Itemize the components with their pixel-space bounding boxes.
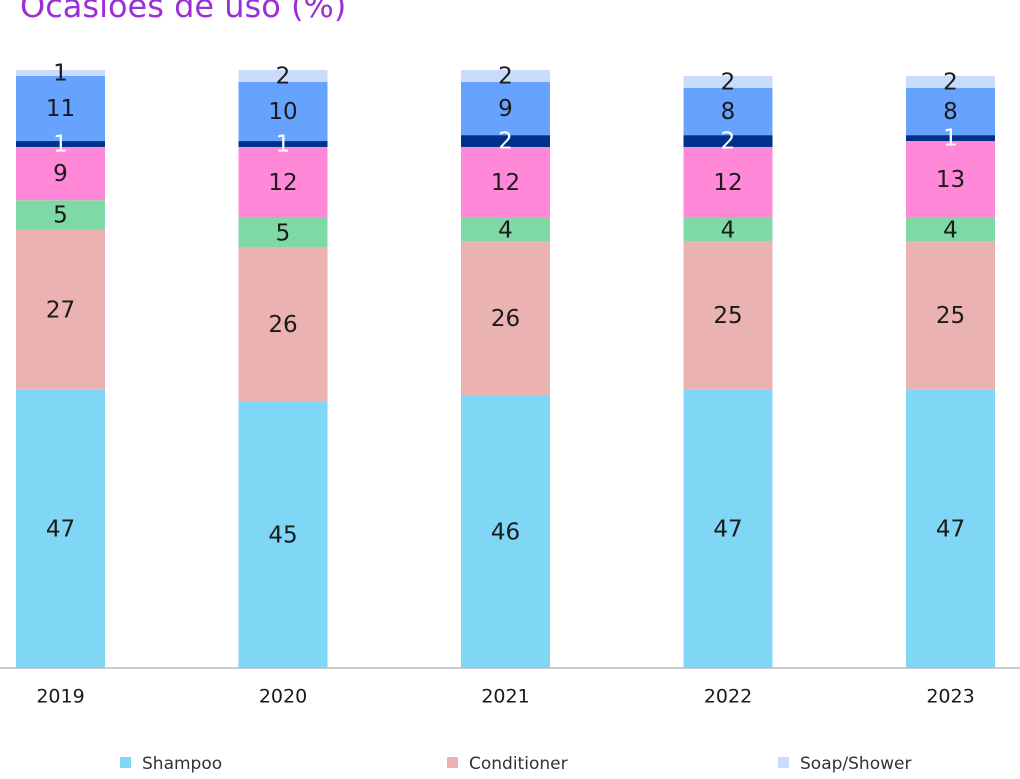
- data-label: 10: [268, 99, 297, 125]
- bar-segment: [683, 87, 773, 136]
- legend-label: Conditioner: [469, 754, 568, 774]
- bar-segment: [906, 389, 995, 668]
- x-tick-label: 2021: [481, 686, 529, 708]
- bar-segment: [238, 247, 328, 402]
- bar-segment: [238, 81, 328, 142]
- x-tick-label: 2019: [36, 686, 84, 708]
- data-label: 1: [276, 132, 291, 158]
- data-label: 2: [498, 129, 513, 155]
- bar-segment: [16, 141, 105, 147]
- data-label: 12: [491, 170, 520, 196]
- bar-segment: [238, 146, 328, 219]
- data-label: 47: [936, 516, 965, 542]
- data-label: 47: [46, 516, 75, 542]
- x-tick-label: 2022: [704, 686, 752, 708]
- bar-segment: [461, 135, 550, 147]
- data-label: 25: [936, 303, 965, 329]
- bar-segment: [461, 81, 550, 136]
- data-label: 5: [53, 203, 68, 229]
- data-label: 2: [721, 69, 736, 95]
- data-label: 4: [943, 217, 958, 243]
- data-label: 27: [46, 297, 75, 323]
- legend-swatch: [778, 757, 789, 768]
- x-tick-label: 2023: [926, 686, 974, 708]
- data-label: 45: [268, 522, 297, 548]
- data-label: 5: [276, 220, 291, 246]
- data-label: 26: [491, 306, 520, 332]
- legend-swatch: [120, 757, 131, 768]
- data-label: 12: [268, 170, 297, 196]
- data-label: 47: [713, 516, 742, 542]
- legend-swatch: [447, 757, 458, 768]
- bar-segment: [683, 218, 773, 242]
- bar-segment: [16, 70, 105, 76]
- bar-segment: [906, 241, 995, 390]
- legend-label: Soap/Shower: [800, 754, 911, 774]
- data-label: 13: [936, 167, 965, 193]
- data-label: 46: [491, 519, 520, 545]
- bar-segment: [683, 241, 773, 390]
- bar-segment: [16, 389, 105, 668]
- data-label: 9: [53, 161, 68, 187]
- bar-segment: [683, 146, 773, 219]
- bar-segment: [461, 218, 550, 242]
- bar-segment: [906, 141, 995, 219]
- data-label: 8: [721, 99, 736, 125]
- bar-segment: [238, 70, 328, 82]
- bar-segment: [683, 135, 773, 147]
- data-label: 1: [53, 132, 68, 158]
- data-label: 9: [498, 96, 513, 122]
- legend-label: Shampoo: [142, 754, 222, 774]
- data-label: 12: [713, 170, 742, 196]
- bar-segment: [461, 70, 550, 82]
- x-tick-label: 2020: [259, 686, 307, 708]
- data-label: 4: [721, 217, 736, 243]
- bar-segment: [16, 200, 105, 230]
- data-label: 8: [943, 99, 958, 125]
- data-label: 26: [268, 312, 297, 338]
- bar-segment: [16, 229, 105, 390]
- bar-segment: [16, 75, 105, 142]
- bar-segment: [906, 87, 995, 136]
- bar-segment: [461, 395, 550, 668]
- data-label: 4: [498, 217, 513, 243]
- data-label: 25: [713, 303, 742, 329]
- data-label: 11: [46, 96, 75, 122]
- bar-segment: [906, 135, 995, 142]
- bar-segment: [461, 146, 550, 219]
- bar-segment: [906, 218, 995, 242]
- bar-segment: [16, 146, 105, 201]
- data-label: 1: [53, 60, 68, 86]
- bar-segment: [683, 75, 773, 88]
- data-label: 2: [276, 63, 291, 89]
- data-label: 2: [943, 69, 958, 95]
- bar-segment: [683, 389, 773, 668]
- chart-title: Ocasiões de uso (%): [20, 0, 346, 25]
- bar-segment: [238, 141, 328, 147]
- data-label: 1: [943, 126, 958, 152]
- bar-segment: [461, 241, 550, 396]
- data-label: 2: [721, 129, 736, 155]
- data-label: 2: [498, 63, 513, 89]
- bar-segment: [238, 218, 328, 248]
- bar-segment: [238, 401, 328, 668]
- bar-segment: [906, 75, 995, 88]
